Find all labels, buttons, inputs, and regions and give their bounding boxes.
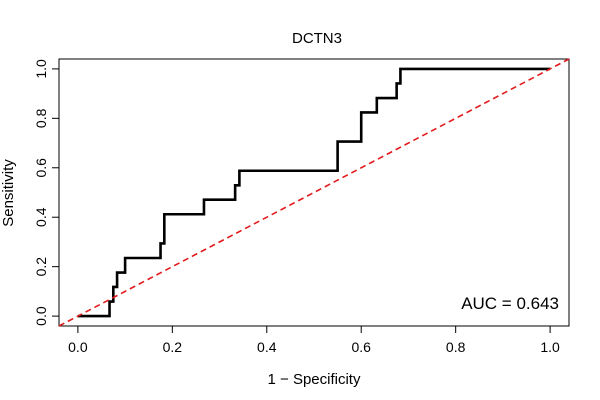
x-tick-label: 0.4 [257,339,277,355]
x-tick-label: 0.6 [351,339,371,355]
chart-title: DCTN3 [292,30,342,47]
y-axis: 0.0 0.2 0.4 0.6 0.8 1.0 [33,59,60,326]
y-tick-label: 0.2 [33,257,49,277]
x-tick-label: 0.2 [163,339,183,355]
auc-annotation: AUC = 0.643 [461,294,559,313]
x-tick-label: 0.0 [68,339,88,355]
y-tick-label: 1.0 [33,59,49,79]
series-layer [58,58,570,327]
y-tick-label: 0.8 [33,108,49,128]
x-tick-label: 0.8 [446,339,466,355]
y-axis-label: Sensitivity [0,159,17,227]
roc-curve [77,67,551,318]
x-axis-label: 1 − Specificity [268,371,361,388]
reference-diagonal-line [58,58,570,327]
y-tick-label: 0.6 [33,158,49,178]
x-tick-label: 1.0 [540,339,560,355]
plot-box [58,58,570,327]
y-tick-label: 0.4 [33,207,49,227]
x-axis: 0.0 0.2 0.4 0.6 0.8 1.0 [68,325,560,355]
y-tick-label: 0.0 [33,306,49,326]
